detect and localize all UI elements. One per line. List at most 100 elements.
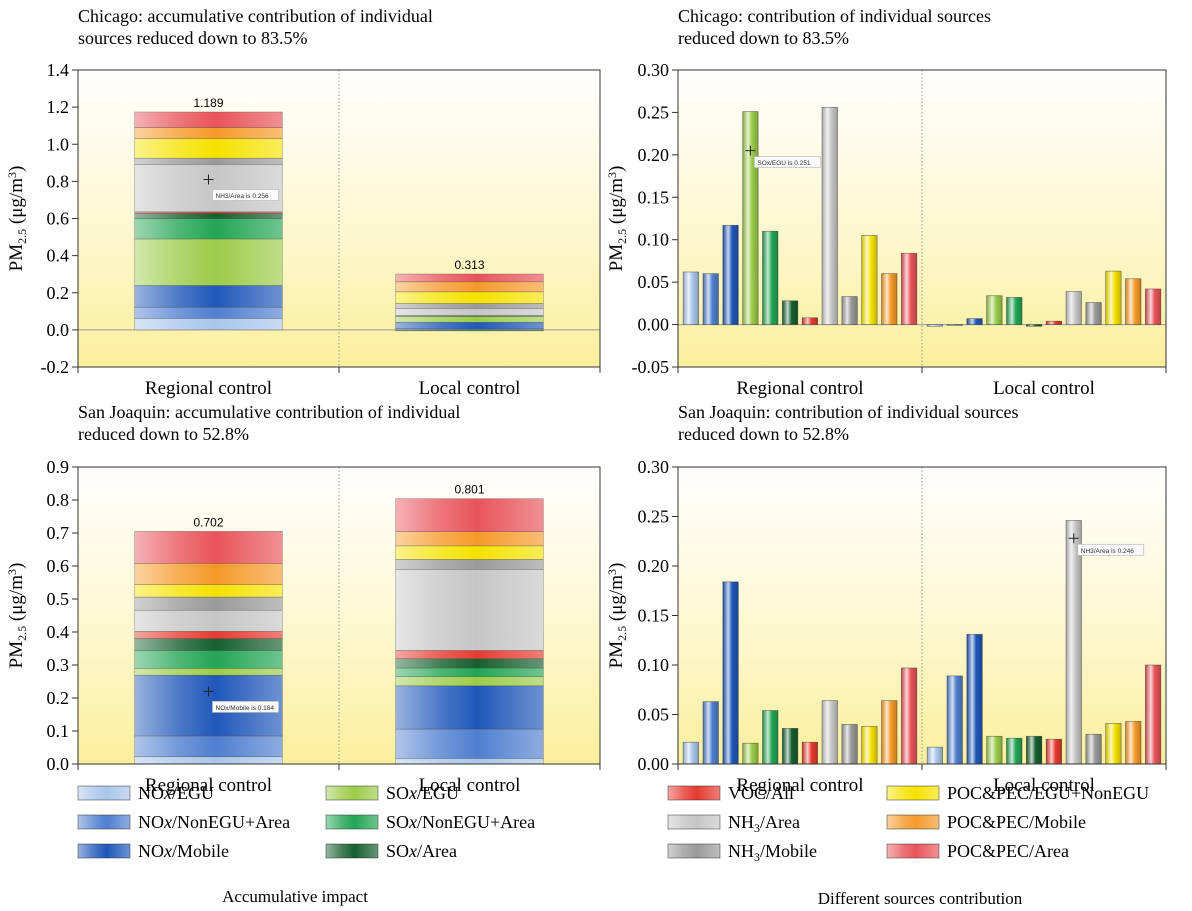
- stack-segment-nh3-mobile: [134, 596, 283, 611]
- y-tick-label: 0.05: [638, 705, 670, 725]
- stack-segment-pocandpec-mobile: [134, 563, 283, 585]
- y-axis-label: PM2.5 (μg/m3): [605, 563, 629, 669]
- stack-segment-nox-mobile: [395, 685, 544, 730]
- stack-segment-pocandpec-area: [395, 273, 544, 283]
- stack-segment-sox-nonegu-area: [134, 218, 283, 240]
- y-tick-label: 0.25: [638, 102, 670, 122]
- bar-sox-egu: [742, 111, 759, 325]
- legend-swatch-pocandpec-area: [886, 843, 940, 859]
- bar-pocandpec-mobile: [881, 700, 898, 765]
- chart-title: San Joaquin: accumulative contribution o…: [78, 402, 460, 444]
- legend-swatch-sox-egu: [325, 785, 379, 801]
- bar-nh3-mobile: [841, 724, 858, 765]
- y-tick-label: 1.0: [47, 134, 70, 154]
- stack-segment-sox-nonegu-area: [134, 650, 283, 669]
- stack-segment-sox-area: [134, 638, 283, 651]
- y-tick-label: 0.7: [47, 523, 70, 543]
- y-tick-label: 1.2: [47, 97, 70, 117]
- y-tick-label: 0.15: [638, 606, 670, 626]
- stack-segment-pocandpec-mobile: [395, 281, 544, 293]
- bar-sox-egu: [742, 742, 759, 765]
- stack-segment-nh3-mobile: [134, 157, 283, 165]
- legend-swatch-nox-mobile: [77, 843, 131, 859]
- tooltip: SOx/EGU is 0.251: [754, 156, 821, 168]
- y-tick-label: 0.8: [47, 171, 70, 191]
- plot-frame: [677, 69, 1167, 368]
- legend-swatch-nh3-area: [667, 814, 721, 830]
- bar-sox-area: [1025, 735, 1043, 765]
- plot-frame: [677, 466, 1167, 765]
- bar-nox-egu: [926, 746, 943, 765]
- bar-pocandpec-mobile: [1125, 278, 1142, 325]
- tooltip: NH3/Area is 0.246: [1077, 543, 1145, 556]
- stack-segment-pocandpec-egu-nonegu: [395, 545, 544, 560]
- bar-nh3-area: [1065, 291, 1082, 325]
- legend-swatch-sox-nonegu-area: [325, 814, 379, 830]
- legend-swatch-sox-area: [325, 843, 379, 859]
- stack-segment-pocandpec-mobile: [395, 531, 544, 547]
- legend-label-pocandpec-mobile: POC&PEC/Mobile: [947, 812, 1086, 832]
- bar-voc-all: [801, 741, 819, 765]
- bar-pocandpec-egu-nonegu: [1105, 270, 1122, 325]
- x-category-label: Regional control: [736, 378, 863, 399]
- y-tick-label: 0.1: [47, 721, 70, 741]
- legend-label-nh3-area: NH3/Area: [728, 812, 800, 835]
- bar-nh3-mobile: [841, 296, 858, 325]
- bar-sox-area: [781, 300, 799, 325]
- y-tick-label: 1.4: [47, 60, 70, 80]
- bar-nh3-mobile: [1085, 733, 1102, 765]
- plot-frame: [77, 69, 601, 368]
- y-tick-label: 0.9: [47, 457, 70, 477]
- stack-segment-pocandpec-area: [395, 498, 544, 532]
- bar-nox-mobile: [966, 318, 983, 325]
- x-category-label: Local control: [993, 775, 1095, 796]
- y-tick-label: 0.6: [47, 209, 70, 229]
- legend-label-sox-egu: SOx/EGU: [386, 783, 459, 803]
- y-axis-label: PM2.5 (μg/m3): [5, 166, 29, 272]
- stack-segment-sox-egu: [395, 676, 544, 687]
- legend-label-sox-area: SOx/Area: [386, 841, 457, 861]
- stack-segment-nox-nonegu-area: [395, 728, 544, 759]
- stack-total-label: 0.702: [193, 515, 223, 529]
- svg-text:SOx/EGU is 0.251: SOx/EGU is 0.251: [757, 160, 810, 167]
- legend-label-pocandpec-area: POC&PEC/Area: [947, 841, 1069, 861]
- stack-segment-voc-all: [395, 650, 544, 660]
- bar-nox-egu: [682, 741, 699, 765]
- legend-label-voc-all: VOC/All: [728, 783, 794, 803]
- bar-pocandpec-mobile: [881, 273, 898, 325]
- stack-segment-sox-egu: [134, 238, 283, 286]
- crosshair-marker: [1068, 533, 1079, 544]
- y-tick-label: 0.2: [47, 688, 70, 708]
- tooltip: NH3/Area is 0.256: [212, 189, 279, 201]
- bar-nh3-area: [821, 700, 838, 765]
- y-tick-label: 0.6: [47, 556, 70, 576]
- legend-label-pocandpec-egu-nonegu: POC&PEC/EGU+NonEGU: [947, 783, 1149, 803]
- stack-total-label: 1.189: [193, 96, 223, 110]
- bar-sox-egu: [986, 735, 1003, 765]
- stack-segment-pocandpec-egu-nonegu: [134, 584, 283, 598]
- y-tick-label: 0.15: [638, 187, 670, 207]
- stack-segment-pocandpec-area: [134, 111, 283, 128]
- y-tick-label: 0.3: [47, 655, 70, 675]
- y-tick-label: 0.20: [638, 556, 670, 576]
- legend-label-nox-nonegu-area: NOx/NonEGU+Area: [138, 812, 290, 832]
- legend-swatch-voc-all: [667, 785, 721, 801]
- legend-label-nox-mobile: NOx/Mobile: [138, 841, 229, 861]
- y-tick-label: 0.30: [638, 457, 670, 477]
- y-tick-label: 0.2: [47, 283, 70, 303]
- y-tick-label: -0.05: [632, 357, 670, 377]
- bar-nh3-area: [821, 106, 838, 325]
- stack-segment-nh3-area: [134, 163, 283, 213]
- bar-sox-nonegu-area: [762, 710, 779, 765]
- y-tick-label: 0.30: [638, 60, 670, 80]
- svg-text:NOx/Mobile is 0.184: NOx/Mobile is 0.184: [216, 705, 275, 712]
- y-tick-label: 0.8: [47, 490, 70, 510]
- bar-sox-area: [781, 728, 799, 765]
- stack-segment-nox-egu: [134, 756, 283, 765]
- bar-sox-nonegu-area: [762, 230, 779, 325]
- bar-nox-mobile: [722, 224, 739, 325]
- y-tick-label: 0.5: [47, 589, 70, 609]
- y-tick-label: 0.0: [47, 754, 70, 774]
- bar-voc-all: [801, 317, 819, 325]
